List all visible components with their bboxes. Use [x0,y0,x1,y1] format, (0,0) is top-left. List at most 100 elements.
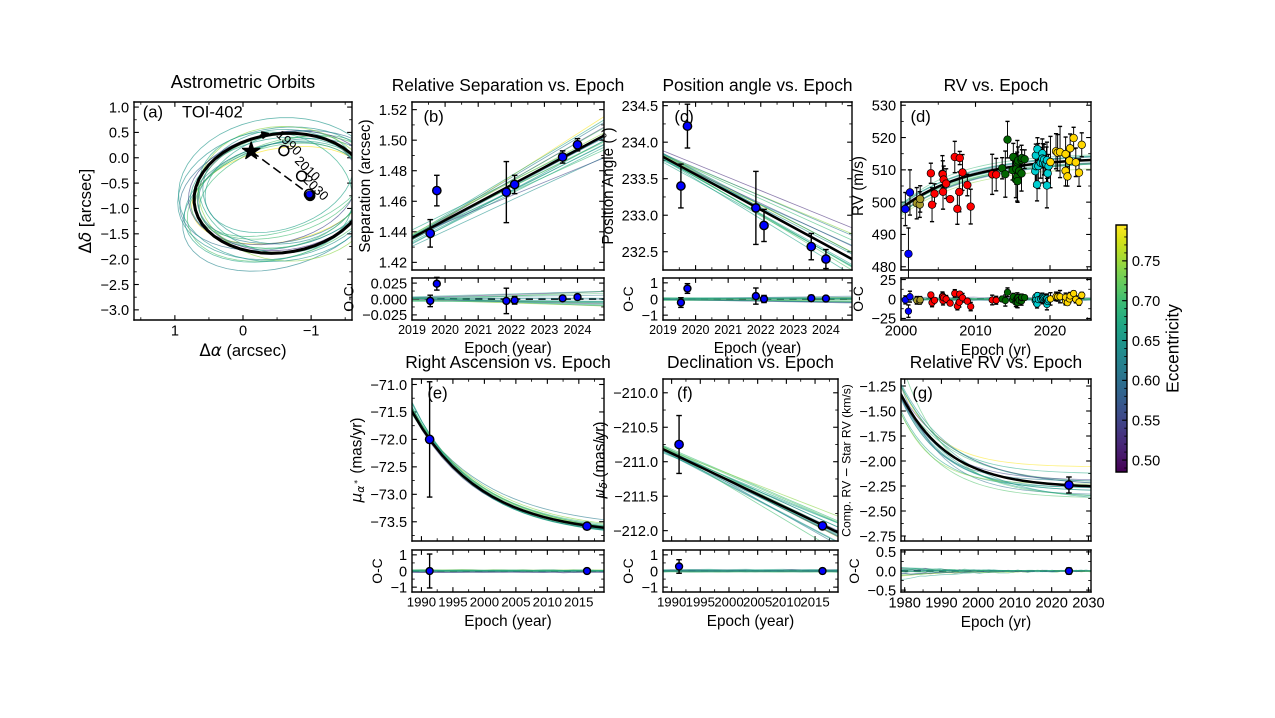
svg-text:Relative Separation vs. Epoch: Relative Separation vs. Epoch [392,75,625,95]
svg-text:2024: 2024 [564,323,592,337]
svg-text:232.5: 232.5 [622,245,658,261]
svg-text:1.48: 1.48 [379,164,407,180]
svg-text:1: 1 [650,276,658,292]
svg-text:μδ(mas/yr): μδ(mas/yr) [590,422,610,500]
svg-text:233.5: 233.5 [622,172,658,188]
svg-text:234.5: 234.5 [622,99,658,115]
svg-text:2015: 2015 [800,594,829,609]
svg-text:234.0: 234.0 [622,135,658,151]
svg-text:1.52: 1.52 [379,103,407,119]
svg-text:0.025: 0.025 [371,276,407,292]
svg-text:−1: −1 [303,323,320,339]
svg-text:−1.75: −1.75 [859,429,896,445]
svg-text:2005: 2005 [743,594,772,609]
svg-text:0.000: 0.000 [371,292,407,308]
svg-text:2010: 2010 [959,323,991,339]
svg-text:0: 0 [650,564,658,580]
svg-text:2020: 2020 [1035,595,1067,611]
svg-text:−0.025: −0.025 [362,308,407,324]
svg-text:2020: 2020 [431,323,459,337]
svg-text:O-C: O-C [846,558,862,583]
svg-text:−3.0: −3.0 [100,303,129,319]
svg-text:(f): (f) [677,383,693,402]
svg-text:−212.0: −212.0 [613,524,658,540]
svg-text:1990: 1990 [407,594,436,609]
svg-text:Separation (arcsec): Separation (arcsec) [357,119,374,252]
svg-text:2020: 2020 [682,323,710,337]
svg-text:Astrometric Orbits: Astrometric Orbits [171,72,315,92]
svg-text:Eccentricity: Eccentricity [1162,304,1182,393]
svg-text:−25: −25 [871,312,896,328]
svg-text:−2.0: −2.0 [100,252,129,268]
svg-text:O-C: O-C [341,286,357,311]
svg-text:25: 25 [880,273,896,289]
svg-text:2020: 2020 [1034,323,1066,339]
svg-text:1: 1 [399,548,407,564]
svg-text:0.5: 0.5 [109,126,129,142]
svg-text:0: 0 [650,292,658,308]
svg-text:490: 490 [872,228,896,244]
svg-text:−1: −1 [391,580,408,596]
svg-text:0.70: 0.70 [1132,294,1160,310]
svg-text:Declination vs. Epoch: Declination vs. Epoch [667,352,834,372]
svg-text:1995: 1995 [438,594,467,609]
svg-text:−73.5: −73.5 [370,515,407,531]
svg-text:(e): (e) [427,383,447,402]
svg-text:2010: 2010 [533,594,562,609]
svg-text:1.42: 1.42 [379,256,407,272]
svg-text:1.50: 1.50 [379,133,407,149]
svg-text:2010: 2010 [772,594,801,609]
svg-text:0.0: 0.0 [876,564,896,580]
svg-text:−210.0: −210.0 [613,386,658,402]
svg-text:O-C: O-C [850,286,866,311]
svg-text:Relative RV vs. Epoch: Relative RV vs. Epoch [910,352,1082,372]
svg-text:1: 1 [171,323,179,339]
svg-text:0.50: 0.50 [1132,453,1160,469]
svg-text:Right Ascension vs. Epoch: Right Ascension vs. Epoch [405,352,611,372]
svg-text:2005: 2005 [501,594,530,609]
svg-text:−2.75: −2.75 [859,529,896,545]
svg-text:2021: 2021 [714,323,742,337]
svg-text:−2.5: −2.5 [100,278,129,294]
svg-text:(b): (b) [424,107,444,126]
svg-text:RV vs. Epoch: RV vs. Epoch [944,75,1049,95]
svg-text:−1: −1 [642,308,659,324]
svg-text:2000: 2000 [714,594,743,609]
svg-text:−0.5: −0.5 [867,583,896,599]
svg-text:Position angle vs. Epoch: Position angle vs. Epoch [662,75,852,95]
svg-text:−71.5: −71.5 [370,405,407,421]
svg-text:−73.0: −73.0 [370,488,407,504]
svg-text:Δδ[arcsec]: Δδ[arcsec] [76,169,95,254]
svg-text:Epoch (yr): Epoch (yr) [961,614,1031,631]
svg-text:Epoch (year): Epoch (year) [707,613,794,630]
svg-text:2024: 2024 [812,323,840,337]
svg-text:2010: 2010 [999,595,1031,611]
svg-text:−72.5: −72.5 [370,460,407,476]
svg-text:2019: 2019 [398,323,426,337]
svg-text:2023: 2023 [531,323,559,337]
svg-text:(g): (g) [912,383,932,402]
svg-text:2000: 2000 [962,595,994,611]
svg-text:−72.0: −72.0 [370,433,407,449]
svg-text:0.5: 0.5 [876,545,896,561]
svg-text:0: 0 [888,292,896,308]
svg-text:−1.25: −1.25 [859,379,896,395]
svg-text:Δα(arcsec): Δα (arcsec) [199,341,286,360]
svg-text:1.0: 1.0 [109,100,129,116]
svg-text:2019: 2019 [649,323,677,337]
svg-text:−0.5: −0.5 [100,176,129,192]
svg-text:−211.0: −211.0 [614,455,658,471]
svg-text:−1.5: −1.5 [100,227,129,243]
svg-text:Position Angle (°): Position Angle (°) [600,127,617,244]
svg-text:0.65: 0.65 [1132,334,1160,350]
svg-text:1990: 1990 [925,595,957,611]
svg-text:TOI-402: TOI-402 [182,102,243,121]
svg-text:−1.0: −1.0 [100,202,129,218]
svg-text:2022: 2022 [497,323,525,337]
svg-text:2021: 2021 [464,323,492,337]
svg-text:−1: −1 [642,580,659,596]
svg-text:Comp.RVStarRV(km/s)−: Comp.RVStarRV(km/s)− [839,384,853,537]
svg-text:−2.00: −2.00 [859,454,896,470]
svg-text:0.75: 0.75 [1132,254,1160,270]
svg-text:233.0: 233.0 [622,208,658,224]
